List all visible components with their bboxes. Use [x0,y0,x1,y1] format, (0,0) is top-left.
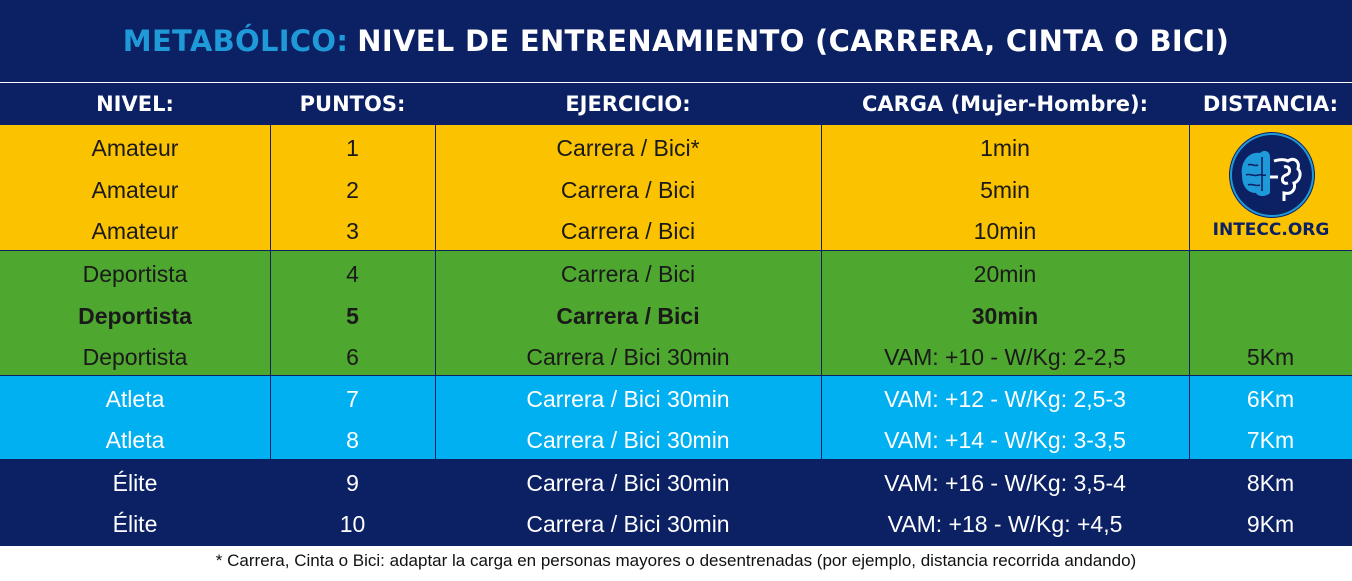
cell-puntos: 4 [346,261,359,287]
cell-distancia: 5Km [1246,344,1295,370]
cell-ejercicio: Carrera / Bici 30min [526,386,730,412]
band-deportista [0,251,1352,375]
cell-carga: VAM: +12 - W/Kg: 2,5-3 [884,386,1126,412]
band-amateur [0,125,1352,250]
cell-puntos: 6 [346,344,359,370]
cell-nivel: Deportista [82,344,188,370]
cell-carga: 1min [980,135,1030,161]
cell-nivel: Amateur [91,218,179,244]
row-divider [0,250,1352,251]
cell-puntos: 3 [346,218,359,244]
cell-nivel: Élite [112,511,158,537]
cell-distancia: 6Km [1246,386,1295,412]
cell-nivel: Deportista [82,261,188,287]
cell-ejercicio: Carrera / Bici [560,261,696,287]
footnote: * Carrera, Cinta o Bici: adaptar la carg… [215,551,1137,570]
cell-nivel: Atleta [105,427,165,453]
cell-puntos: 8 [346,427,359,453]
header-puntos: PUNTOS: [299,92,406,116]
cell-puntos: 10 [339,511,366,537]
header-carga: CARGA (Mujer-Hombre): [861,92,1149,116]
page-title: METABÓLICO: NIVEL DE ENTRENAMIENTO (CARR… [0,0,1352,82]
cell-carga: VAM: +16 - W/Kg: 3,5-4 [884,470,1126,496]
cell-nivel: Deportista [78,303,192,329]
header-nivel: NIVEL: [96,92,174,116]
cell-nivel: Élite [112,470,158,496]
header-distancia: DISTANCIA: [1202,92,1339,116]
cell-carga: 5min [980,177,1030,203]
cell-distancia: 9Km [1246,511,1295,537]
cell-distancia: 7Km [1246,427,1295,453]
cell-nivel: Atleta [105,386,165,412]
cell-carga: VAM: +10 - W/Kg: 2-2,5 [884,344,1126,370]
brain-head-logo-icon [1229,132,1315,218]
band-elite [0,460,1352,544]
title-highlight: METABÓLICO: [122,24,349,58]
cell-ejercicio: Carrera / Bici 30min [526,427,730,453]
table-header: NIVEL: PUNTOS: EJERCICIO: CARGA (Mujer-H… [0,83,1352,127]
row-divider [0,375,1352,376]
band-atleta [0,376,1352,459]
cell-ejercicio: Carrera / Bici [556,303,700,329]
cell-distancia [1189,295,1352,337]
cell-ejercicio: Carrera / Bici [560,218,696,244]
cell-carga: 20min [973,261,1037,287]
header-ejercicio: EJERCICIO: [565,92,691,116]
cell-puntos: 1 [346,135,359,161]
cell-carga: VAM: +18 - W/Kg: +4,5 [887,511,1123,537]
cell-nivel: Amateur [91,135,179,161]
cell-ejercicio: Carrera / Bici [560,177,696,203]
cell-puntos: 7 [346,386,359,412]
cell-ejercicio: Carrera / Bici 30min [526,511,730,537]
cell-ejercicio: Carrera / Bici 30min [526,344,730,370]
cell-carga: 10min [973,218,1037,244]
cell-puntos: 5 [346,303,359,329]
column-divider [435,83,436,545]
logo-text: INTECC.ORG [1212,220,1330,240]
column-divider [270,83,271,545]
cell-carga: VAM: +14 - W/Kg: 3-3,5 [884,427,1126,453]
row-divider [0,544,1352,546]
row-divider [0,459,1352,460]
column-divider [821,83,822,545]
cell-distancia [1189,253,1352,295]
cell-puntos: 9 [346,470,359,496]
cell-nivel: Amateur [91,177,179,203]
cell-distancia: 8Km [1246,470,1295,496]
cell-puntos: 2 [346,177,359,203]
title-text: NIVEL DE ENTRENAMIENTO (CARRERA, CINTA O… [357,24,1230,58]
cell-carga: 30min [971,303,1039,329]
column-divider [1189,83,1190,545]
cell-ejercicio: Carrera / Bici 30min [526,470,730,496]
cell-ejercicio: Carrera / Bici* [556,135,700,161]
